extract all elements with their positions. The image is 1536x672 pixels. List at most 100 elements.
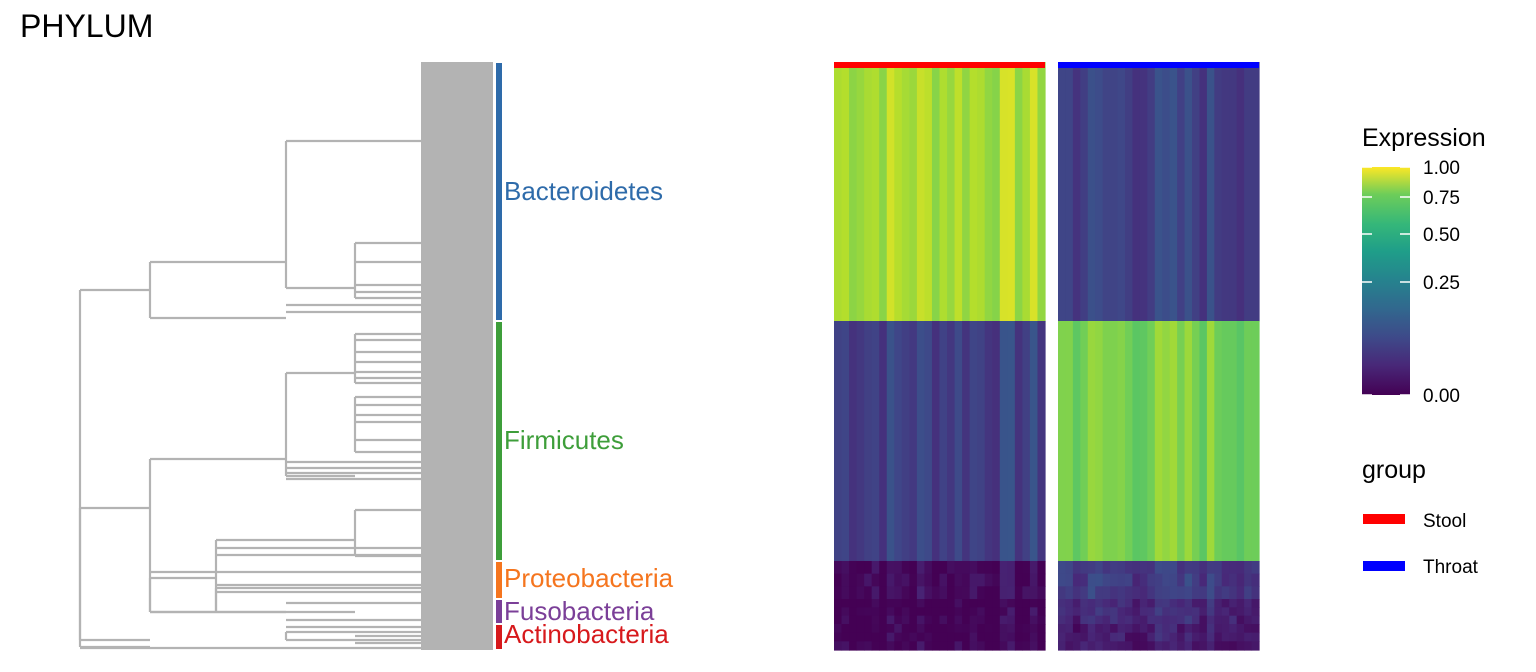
heatmap-cell	[1184, 321, 1193, 562]
heatmap-cell	[841, 561, 850, 575]
phylum-annotation-bars	[496, 63, 502, 649]
heatmap-cell	[1072, 586, 1081, 600]
colorbar-tick-label: 0.00	[1423, 386, 1460, 407]
heatmap-cell	[1072, 62, 1081, 322]
heatmap-cell	[1029, 632, 1039, 642]
heatmap-cell	[947, 599, 956, 608]
heatmap-cell	[1132, 632, 1141, 642]
heatmap-cell	[954, 624, 963, 634]
heatmap-cell	[1102, 62, 1111, 322]
heatmap-cell	[924, 599, 933, 608]
heatmap-cell	[931, 573, 941, 587]
phylum-bar-proteobacteria	[496, 562, 502, 598]
heatmap-cell	[894, 62, 903, 322]
heatmap-cell	[1102, 607, 1111, 617]
heatmap-cell	[962, 607, 971, 617]
heatmap-cell	[1162, 321, 1171, 562]
heatmap-cell	[1037, 573, 1046, 587]
heatmap-cell	[992, 561, 1001, 575]
heatmap-cell	[1065, 632, 1074, 642]
heatmap-cell	[947, 632, 956, 642]
heatmap-cell	[1022, 561, 1031, 575]
heatmap-cell	[984, 599, 993, 608]
heatmap-cell	[1199, 599, 1208, 608]
heatmap-cell	[931, 586, 941, 600]
heatmap-cell	[1206, 62, 1215, 322]
heatmap-cell	[1147, 561, 1156, 575]
expression-colorbar	[1362, 167, 1410, 395]
heatmap-cell	[1058, 62, 1067, 322]
heatmap-cell	[947, 586, 956, 600]
heatmap-cell	[1229, 632, 1238, 642]
heatmap-cell	[1199, 586, 1208, 600]
group-bar-stool	[834, 62, 1045, 68]
heatmap-cell	[977, 632, 986, 642]
heatmap-cell	[1169, 607, 1178, 617]
heatmap-cell	[1058, 561, 1067, 575]
heatmap-cell	[969, 561, 978, 575]
heatmap-cell	[1147, 632, 1156, 642]
heatmap-cell	[1102, 632, 1111, 642]
heatmap-cell	[1221, 561, 1230, 575]
heatmap-cell	[1029, 599, 1039, 608]
heatmap-cell	[841, 607, 850, 617]
heatmap-cell	[924, 632, 933, 642]
heatmap-cell	[879, 632, 888, 642]
heatmap-cell	[1007, 607, 1016, 617]
heatmap-cell	[1087, 561, 1096, 575]
heatmap-cell	[1192, 599, 1201, 608]
heatmap-cell	[1169, 321, 1178, 562]
heatmap-cell	[894, 624, 903, 634]
heatmap-cell	[1221, 573, 1230, 587]
heatmap-cell	[1184, 607, 1193, 617]
heatmap-cell	[999, 62, 1008, 322]
heatmap-cell	[1037, 599, 1046, 608]
heatmap-cell	[1184, 599, 1193, 608]
heatmap-cell	[1087, 599, 1096, 608]
heatmap-cell	[909, 586, 918, 600]
heatmap-cell	[856, 641, 865, 651]
heatmap-cell	[931, 62, 941, 322]
heatmap-cell	[879, 599, 888, 608]
heatmap-cell	[1251, 615, 1260, 625]
heatmap-cell	[954, 599, 963, 608]
heatmap-cell	[1169, 624, 1178, 634]
heatmap-cell	[1169, 632, 1178, 642]
heatmap-cell	[992, 321, 1001, 562]
heatmap-cell	[1244, 607, 1253, 617]
heatmap-cell	[841, 615, 850, 625]
heatmap-cell	[1065, 321, 1074, 562]
heatmap-cell	[1206, 607, 1215, 617]
heatmap-cell	[1095, 561, 1104, 575]
heatmap-cell	[969, 615, 978, 625]
group-legend-title: group	[1362, 456, 1426, 484]
heatmap-cell	[1236, 624, 1245, 634]
heatmap-cell	[1244, 615, 1253, 625]
heatmap-cell	[1162, 641, 1171, 651]
heatmap-cell	[931, 599, 941, 608]
heatmap-cell	[1184, 615, 1193, 625]
heatmap-cell	[969, 641, 978, 651]
heatmap-cell	[1014, 607, 1023, 617]
heatmap-cell	[1022, 641, 1031, 651]
heatmap-cell	[894, 641, 903, 651]
expression-legend: Expression 0.00 0.25 0.50 0.75 1.00	[1362, 124, 1486, 407]
heatmap-cell	[1169, 599, 1178, 608]
heatmap-cell	[864, 573, 873, 587]
heatmap-cell	[992, 641, 1001, 651]
heatmap-cell	[1102, 641, 1111, 651]
heatmap-cell	[916, 632, 926, 642]
column-group-bars	[834, 62, 1259, 68]
heatmap-cell	[1110, 599, 1119, 608]
heatmap-cell	[1087, 632, 1096, 642]
heatmap-cell	[939, 599, 948, 608]
heatmap-cell	[984, 607, 993, 617]
heatmap-cell	[1192, 615, 1201, 625]
heatmap-cell	[901, 586, 910, 600]
heatmap-cell	[999, 573, 1008, 587]
heatmap-cell	[1087, 586, 1096, 600]
heatmap-cell	[1080, 624, 1089, 634]
dendrogram-leaf-block	[421, 62, 493, 650]
heatmap-cell	[886, 573, 895, 587]
